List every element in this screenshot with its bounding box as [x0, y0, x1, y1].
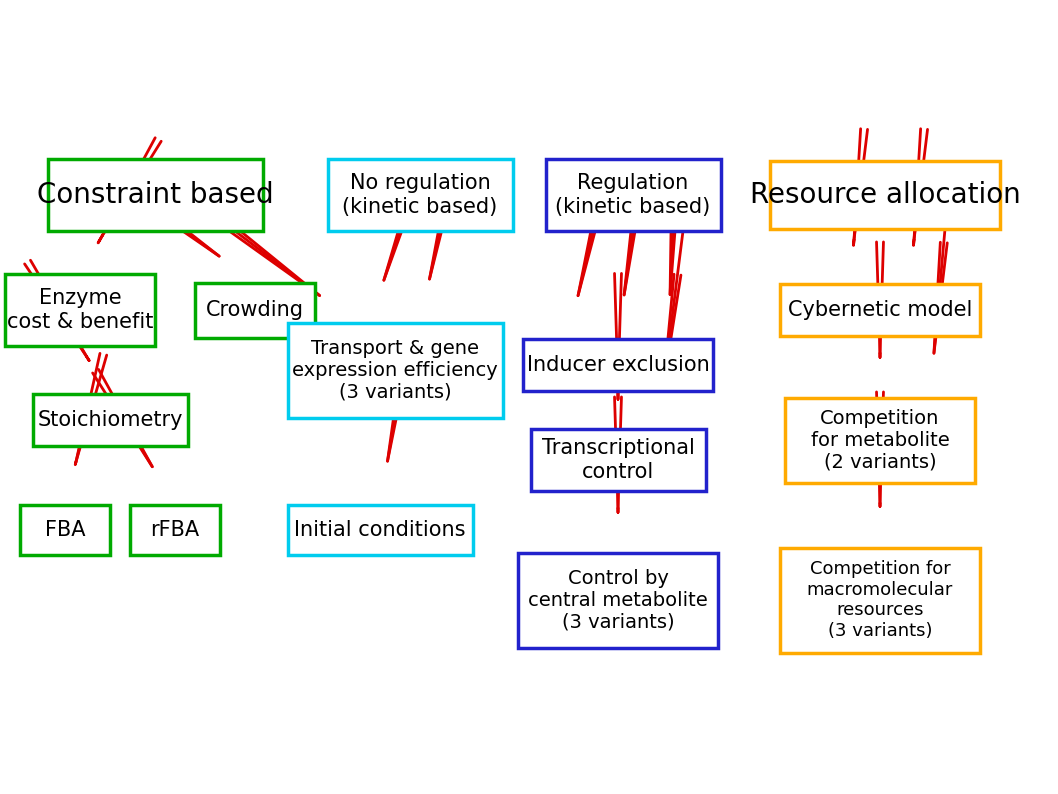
FancyBboxPatch shape	[518, 553, 718, 647]
Text: Competition
for metabolite
(2 variants): Competition for metabolite (2 variants)	[810, 408, 949, 472]
FancyBboxPatch shape	[33, 394, 187, 446]
Text: rFBA: rFBA	[150, 520, 200, 540]
FancyBboxPatch shape	[20, 505, 110, 555]
FancyBboxPatch shape	[530, 429, 706, 491]
Text: Stoichiometry: Stoichiometry	[37, 410, 183, 430]
Text: Transcriptional
control: Transcriptional control	[542, 438, 694, 482]
Text: No regulation
(kinetic based): No regulation (kinetic based)	[343, 173, 497, 217]
FancyBboxPatch shape	[130, 505, 220, 555]
Text: FBA: FBA	[44, 520, 86, 540]
Text: Enzyme
cost & benefit: Enzyme cost & benefit	[6, 288, 153, 332]
Text: Cybernetic model: Cybernetic model	[788, 300, 972, 320]
FancyBboxPatch shape	[48, 159, 262, 231]
Text: Control by
central metabolite
(3 variants): Control by central metabolite (3 variant…	[528, 569, 708, 631]
Text: Resource allocation: Resource allocation	[750, 181, 1020, 209]
FancyBboxPatch shape	[328, 159, 512, 231]
FancyBboxPatch shape	[785, 398, 975, 483]
FancyBboxPatch shape	[288, 505, 473, 555]
FancyBboxPatch shape	[780, 284, 980, 336]
Text: Initial conditions: Initial conditions	[294, 520, 466, 540]
Text: Transport & gene
expression efficiency
(3 variants): Transport & gene expression efficiency (…	[292, 338, 498, 402]
FancyBboxPatch shape	[523, 339, 713, 391]
FancyBboxPatch shape	[770, 161, 1000, 229]
FancyBboxPatch shape	[546, 159, 720, 231]
FancyBboxPatch shape	[5, 274, 156, 346]
Text: Competition for
macromolecular
resources
(3 variants): Competition for macromolecular resources…	[807, 560, 953, 640]
FancyBboxPatch shape	[780, 548, 980, 653]
FancyBboxPatch shape	[195, 283, 315, 337]
Text: Constraint based: Constraint based	[37, 181, 273, 209]
Text: Regulation
(kinetic based): Regulation (kinetic based)	[555, 173, 711, 217]
Text: Crowding: Crowding	[206, 300, 304, 320]
Text: Inducer exclusion: Inducer exclusion	[527, 355, 709, 375]
FancyBboxPatch shape	[288, 322, 503, 418]
